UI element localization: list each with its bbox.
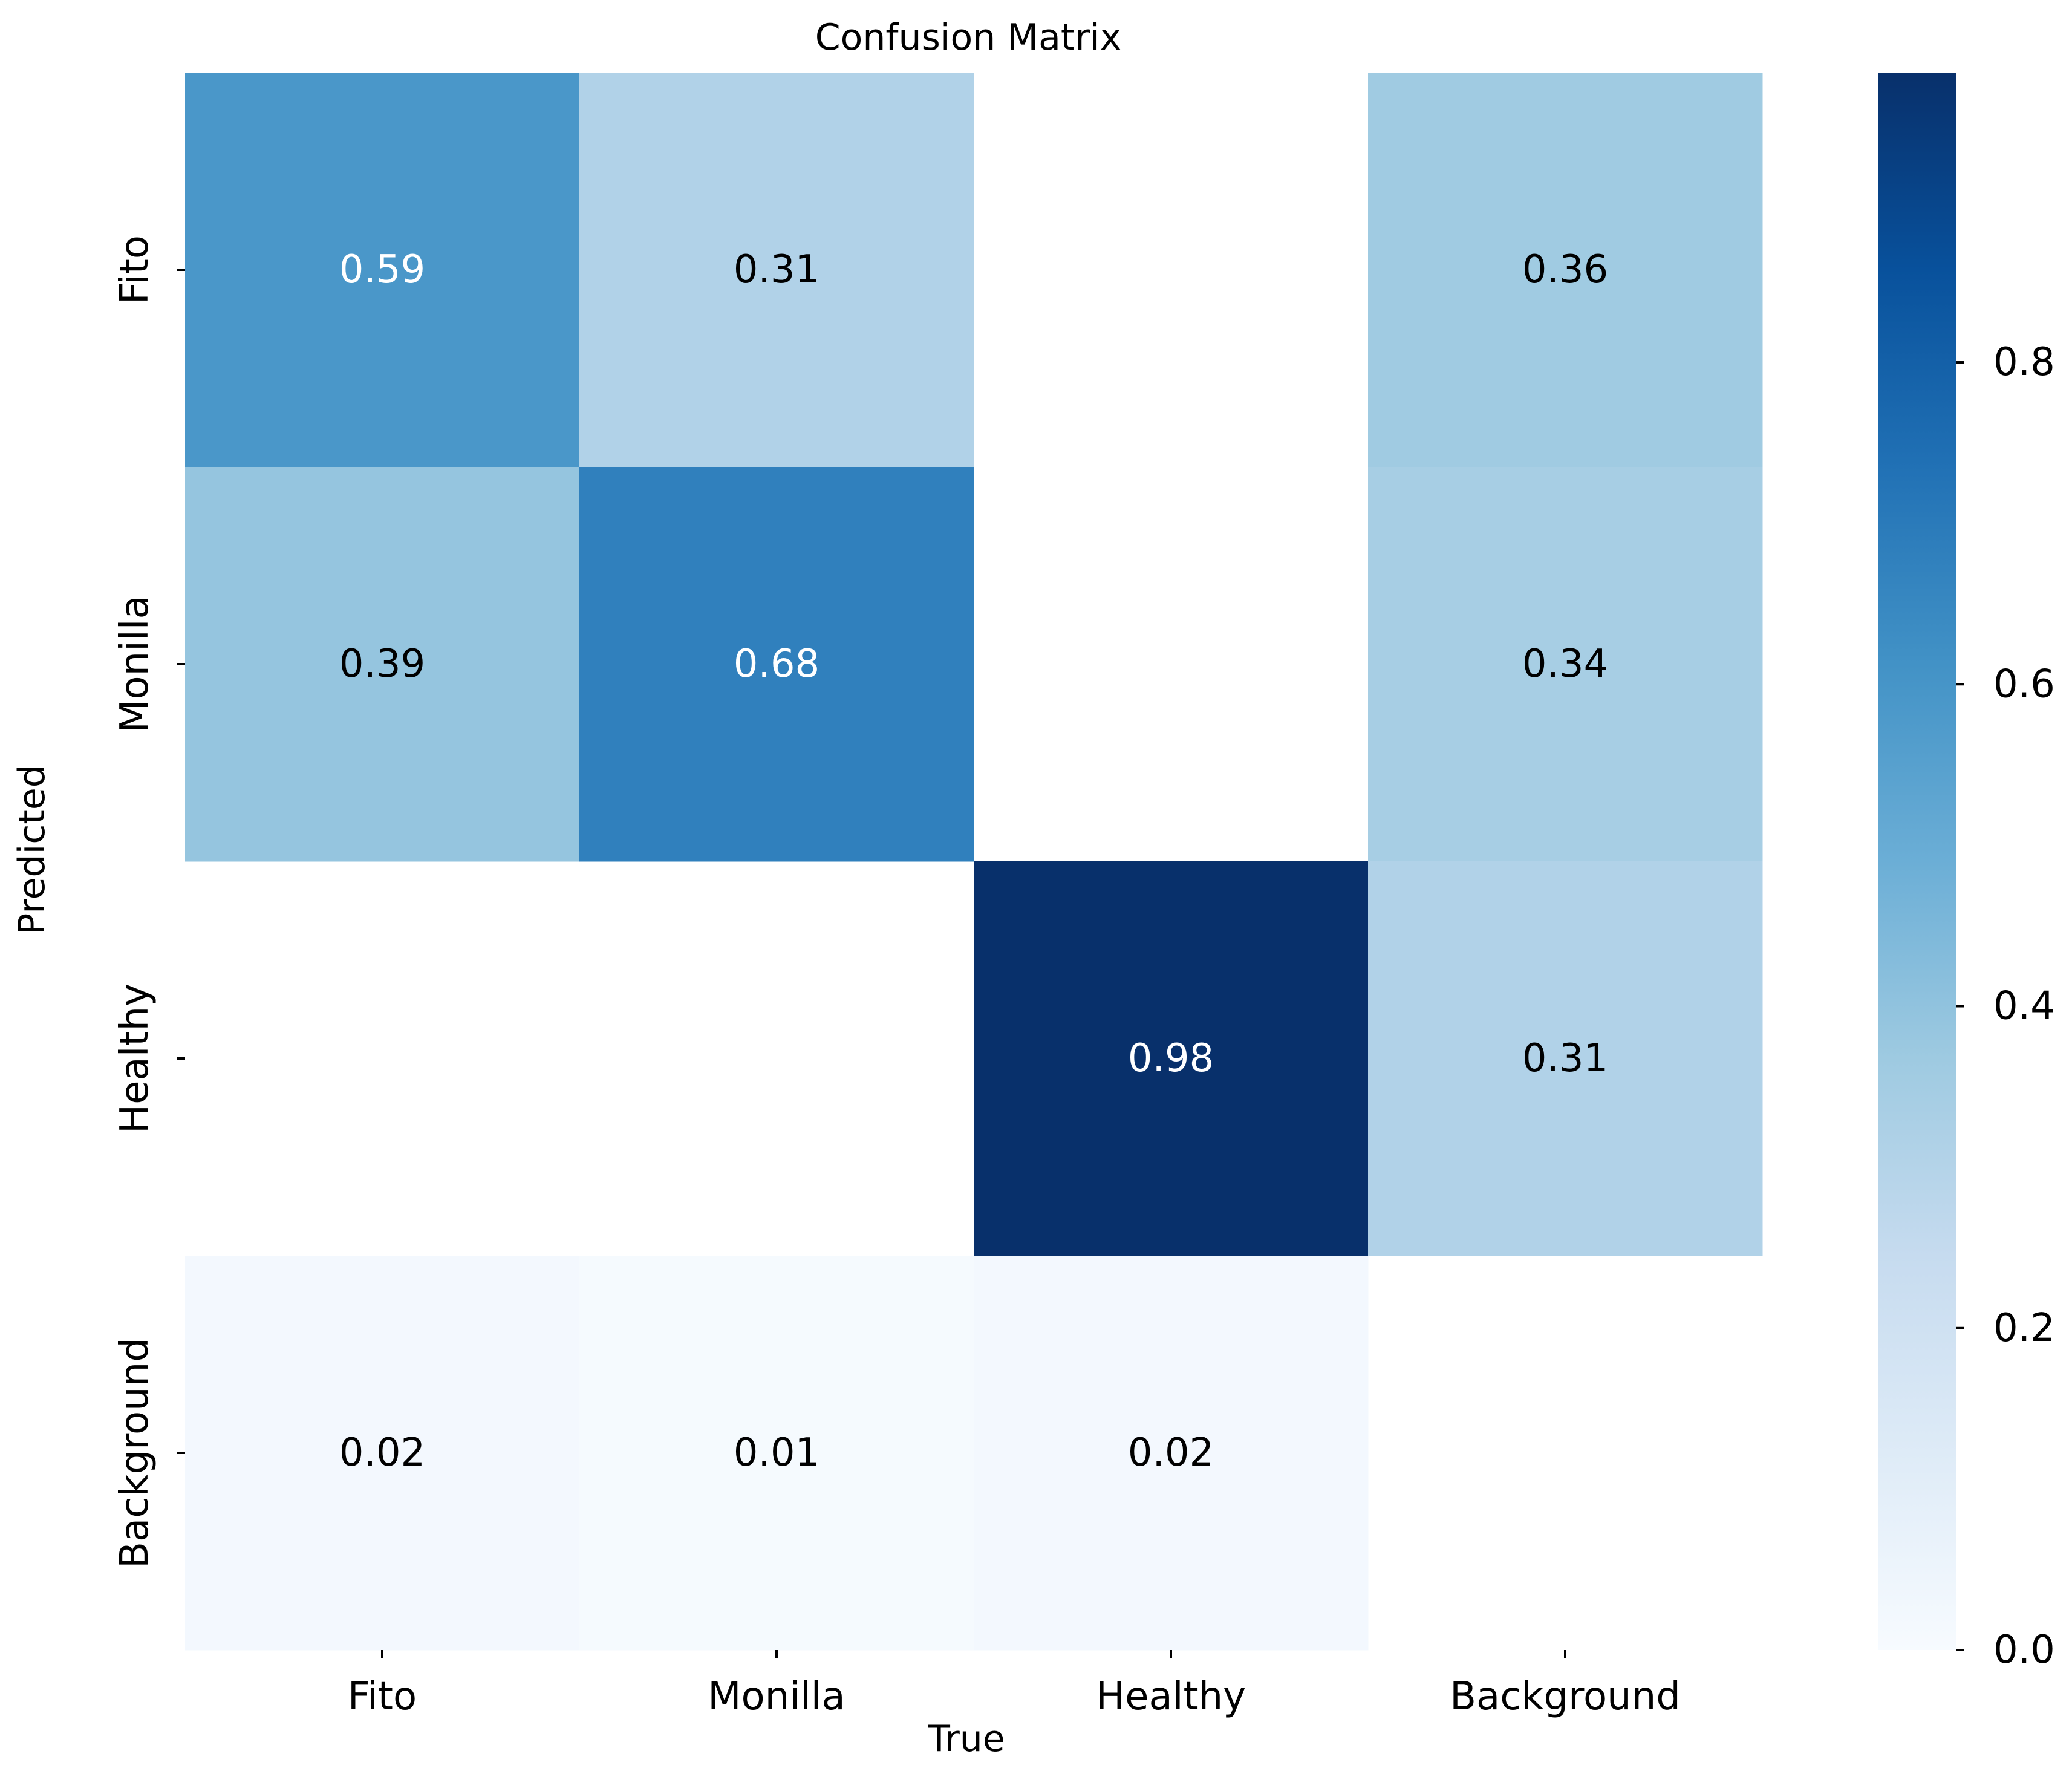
y-tick-label-0: Fito: [112, 235, 157, 304]
colorbar-tick-label-0: 0.0: [1993, 1628, 2055, 1672]
colorbar-ticks: 0.0 0.2 0.4 0.6 0.8: [1956, 340, 2055, 1672]
cell-label-3-0: 0.02: [339, 1430, 426, 1475]
x-tick-label-0: Fito: [348, 1674, 417, 1719]
x-axis-label: True: [927, 1718, 1005, 1760]
y-axis: Fito Monilla Healthy Background: [112, 235, 185, 1568]
heatmap-cell-1-0: [185, 467, 580, 862]
x-tick-label-1: Monilla: [708, 1674, 845, 1719]
heatmap-cell-2-2: [974, 861, 1369, 1256]
cell-label-1-1: 0.68: [734, 642, 820, 687]
heatmap-cell-0-3: [1368, 73, 1763, 468]
heatmap-cell-0-0: [185, 73, 580, 468]
y-tick-label-2: Healthy: [112, 983, 157, 1133]
heatmap-cells: [185, 73, 1763, 1651]
y-tick-label-3: Background: [112, 1337, 157, 1568]
cell-label-0-3: 0.36: [1522, 247, 1609, 292]
cell-label-2-3: 0.31: [1522, 1036, 1609, 1081]
heatmap-cell-3-2: [974, 1256, 1369, 1651]
x-axis: Fito Monilla Healthy Background: [348, 1650, 1681, 1719]
cell-label-3-1: 0.01: [734, 1430, 820, 1475]
colorbar: [1878, 73, 1956, 1650]
colorbar-tick-label-2: 0.4: [1993, 984, 2055, 1029]
colorbar-tick-label-1: 0.2: [1993, 1306, 2055, 1351]
cell-label-0-0: 0.59: [339, 247, 426, 292]
heatmap-cell-1-1: [579, 467, 974, 862]
colorbar-tick-label-4: 0.8: [1993, 340, 2055, 385]
x-tick-label-2: Healthy: [1096, 1674, 1246, 1719]
cell-label-3-2: 0.02: [1128, 1430, 1214, 1475]
cell-label-2-2: 0.98: [1128, 1036, 1214, 1081]
heatmap-cell-labels: 0.59 0.31 0.36 0.39 0.68 0.34 0.98 0.31 0.02 0.01…: [339, 247, 1609, 1475]
heatmap-cell-3-1: [579, 1256, 974, 1651]
x-tick-label-3: Background: [1450, 1674, 1681, 1719]
cell-label-0-1: 0.31: [734, 247, 820, 292]
chart-title: Confusion Matrix: [815, 16, 1121, 59]
cell-label-1-0: 0.39: [339, 642, 426, 687]
heatmap-cell-1-3: [1368, 467, 1763, 862]
colorbar-tick-label-3: 0.6: [1993, 662, 2055, 706]
heatmap-cell-3-0: [185, 1256, 580, 1651]
heatmap-cell-0-1: [579, 73, 974, 468]
cell-label-1-3: 0.34: [1522, 642, 1609, 687]
y-axis-label: Predicted: [11, 765, 53, 935]
y-tick-label-1: Monilla: [112, 595, 157, 733]
heatmap-cell-2-3: [1368, 861, 1763, 1256]
